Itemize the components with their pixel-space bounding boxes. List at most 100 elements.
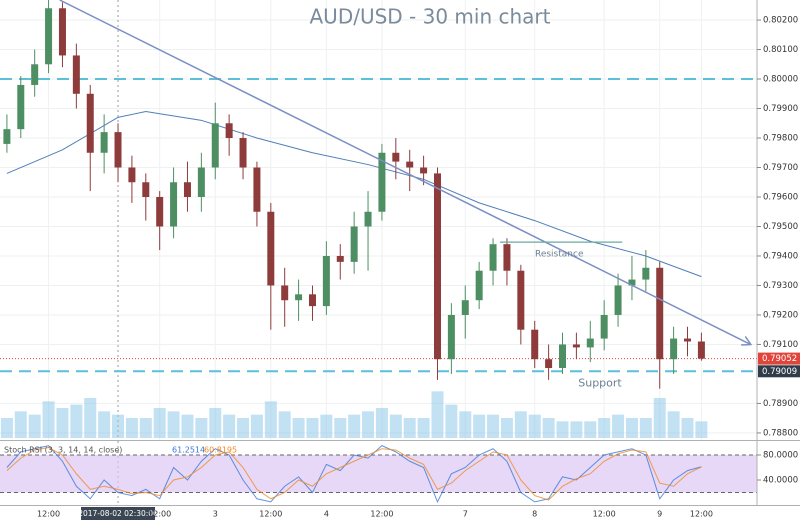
candle-body — [58, 8, 66, 56]
stoch-title: Stoch RSI (3, 3, 14, 14, close) — [4, 446, 122, 455]
candle-body — [670, 338, 678, 360]
volume-bar — [334, 418, 347, 438]
volume-bar — [209, 408, 222, 438]
volume-bar — [459, 411, 472, 438]
stoch-value: 61.2514 — [172, 446, 205, 455]
candle-body — [586, 338, 594, 348]
volume-bar — [625, 418, 638, 438]
y-tick-label: 0.80100 — [763, 45, 798, 55]
candle-body — [31, 64, 39, 85]
candle-body — [684, 338, 692, 342]
candle-body — [350, 226, 358, 262]
volume-bar — [264, 401, 277, 438]
candle-body — [503, 244, 511, 271]
volume-bar — [320, 414, 333, 438]
candle-body — [392, 152, 400, 162]
y-tick-label: 0.78900 — [763, 399, 798, 409]
candle-body — [86, 93, 94, 153]
candle-body — [420, 167, 428, 174]
crosshair-label-bg — [81, 507, 156, 520]
volume-bar — [584, 421, 597, 438]
candle-body — [336, 255, 344, 262]
stoch-band — [0, 455, 757, 493]
volume-bar — [292, 418, 305, 438]
candle-body — [447, 314, 455, 360]
candle-body — [17, 84, 25, 130]
volume-bar — [403, 418, 416, 438]
candle-body — [656, 267, 664, 360]
stoch-panel — [0, 441, 757, 505]
candle-body — [559, 344, 566, 369]
y-tick-label: 0.79200 — [763, 310, 798, 320]
candle-body — [295, 294, 303, 301]
candle-body — [433, 173, 441, 360]
candle-body — [308, 294, 316, 307]
candle-body — [114, 132, 122, 168]
main-panel — [0, 0, 757, 440]
candle-body — [461, 300, 469, 315]
moving-average — [6, 110, 702, 278]
chart-title: AUD/USD - 30 min chart — [310, 5, 551, 29]
price-tag: 0.79009 — [762, 367, 797, 377]
volume-bar — [306, 418, 319, 438]
y-tick-label: 0.79700 — [763, 163, 798, 173]
candle-body — [197, 167, 205, 197]
candle-body — [3, 129, 11, 144]
candle-body — [267, 211, 275, 286]
candle-body — [142, 182, 150, 197]
stoch-line — [6, 445, 702, 504]
candle-body — [378, 152, 386, 212]
volume-bar — [112, 414, 125, 438]
candle-body — [100, 132, 108, 153]
y-tick-label: 0.79900 — [763, 104, 798, 114]
volume-bar — [28, 414, 41, 438]
volume-bar — [0, 418, 13, 438]
volume-bar — [389, 414, 402, 438]
candle-body — [183, 182, 191, 197]
x-tick-label: 12:00 — [370, 510, 393, 519]
x-tick-label: 12:00 — [37, 510, 60, 519]
candle-body — [253, 167, 261, 212]
y-tick-label: 0.80200 — [763, 16, 798, 26]
y-tick-label: 0.79800 — [763, 134, 798, 144]
x-tick-label: 4 — [324, 510, 329, 519]
candle-body — [600, 314, 608, 339]
volume-bar — [84, 398, 97, 438]
volume-bar — [375, 408, 388, 438]
volume-bar — [681, 418, 694, 438]
candle-body — [45, 8, 53, 65]
candle-body — [614, 285, 622, 315]
volume-bar — [473, 414, 486, 438]
volume-bar — [653, 398, 666, 438]
level-label: Support — [578, 376, 622, 389]
x-tick-label: 12:00 — [259, 510, 282, 519]
volume-bar — [500, 418, 513, 438]
candle-body — [628, 279, 636, 286]
stoch-line — [6, 446, 702, 501]
candle-body — [531, 329, 539, 360]
volume-bar — [14, 411, 27, 438]
volume-bar — [556, 421, 569, 438]
volume-bar — [542, 418, 555, 438]
candle-body — [697, 341, 705, 359]
volume-bar — [125, 418, 138, 438]
y-tick-label: 80.0000 — [763, 451, 798, 461]
axes — [0, 0, 800, 506]
volume-bar — [417, 418, 430, 438]
candle-body — [642, 267, 650, 280]
y-tick-label: 0.79600 — [763, 192, 798, 202]
candle-body — [475, 270, 483, 301]
x-tick-label: 12:00 — [148, 510, 171, 519]
candle-body — [489, 244, 497, 271]
candle-body — [156, 196, 164, 227]
candle-body — [322, 255, 330, 307]
volume-bar — [181, 414, 194, 438]
y-tick-label: 0.80000 — [763, 75, 798, 85]
price-tag-bg — [758, 365, 800, 378]
y-tick-label: 0.79100 — [763, 340, 798, 350]
volume-bar — [153, 408, 166, 438]
trendline-label: Resistance — [535, 250, 584, 260]
candle-body — [170, 182, 178, 227]
price-tag-bg — [758, 352, 800, 365]
candle-body — [281, 285, 289, 301]
